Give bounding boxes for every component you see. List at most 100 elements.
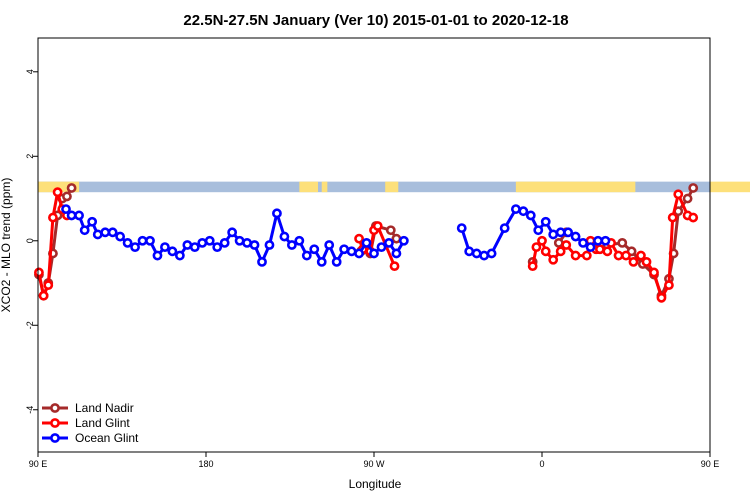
- data-point-ocean-glint: [331, 256, 342, 267]
- data-point-ocean-glint: [66, 210, 77, 221]
- data-point-ocean-glint: [361, 237, 372, 248]
- data-point-land-glint: [540, 246, 551, 257]
- data-point-land-nadir: [66, 183, 77, 193]
- data-point-land-glint: [667, 212, 678, 223]
- x-tick-label: 180: [198, 459, 213, 469]
- land-segment: [299, 181, 318, 193]
- legend-label-land-glint: Land Glint: [75, 416, 130, 430]
- data-point-ocean-glint: [555, 227, 566, 238]
- data-point-land-glint: [649, 267, 659, 278]
- y-tick-label: -2: [25, 321, 35, 329]
- data-point-land-glint: [527, 261, 538, 272]
- y-tick-label: 0: [25, 238, 35, 243]
- land-segment: [710, 181, 750, 193]
- data-point-land-glint: [548, 254, 559, 265]
- chart-title: 22.5N-27.5N January (Ver 10) 2015-01-01 …: [183, 12, 568, 29]
- data-point-ocean-glint: [87, 216, 98, 227]
- data-point-ocean-glint: [204, 235, 215, 246]
- data-point-ocean-glint: [346, 246, 357, 257]
- data-point-ocean-glint: [479, 250, 490, 261]
- data-point-ocean-glint: [518, 206, 529, 217]
- data-point-ocean-glint: [369, 248, 379, 259]
- data-point-land-glint: [641, 256, 652, 267]
- land-ocean-band: [38, 181, 750, 193]
- x-tick-label: 0: [539, 459, 544, 469]
- data-point-ocean-glint: [174, 250, 185, 261]
- data-point-ocean-glint: [309, 244, 320, 255]
- legend-label-ocean-glint: Ocean Glint: [75, 431, 139, 445]
- data-point-ocean-glint: [585, 242, 596, 253]
- data-point-land-glint: [43, 280, 54, 291]
- data-point-land-nadir: [553, 237, 564, 248]
- data-point-ocean-glint: [74, 210, 84, 221]
- data-point-ocean-glint: [242, 237, 252, 248]
- data-point-land-glint: [594, 244, 605, 255]
- series-line-ocean-glint: [64, 207, 606, 264]
- y-tick-label: 4: [25, 69, 35, 74]
- data-point-ocean-glint: [137, 235, 148, 246]
- data-point-land-glint: [613, 250, 624, 261]
- data-point-land-glint: [38, 290, 49, 301]
- data-point-ocean-glint: [398, 235, 409, 246]
- data-point-ocean-glint: [122, 237, 133, 248]
- data-point-ocean-glint: [540, 216, 551, 227]
- data-point-ocean-glint: [152, 250, 163, 261]
- y-tick-label: -4: [25, 406, 35, 414]
- x-tick-label: 90 E: [701, 459, 720, 469]
- data-point-ocean-glint: [79, 225, 90, 236]
- data-point-ocean-glint: [510, 204, 521, 214]
- data-point-ocean-glint: [219, 237, 230, 248]
- data-point-ocean-glint: [279, 231, 290, 242]
- x-tick-label: 90 W: [363, 459, 385, 469]
- data-point-ocean-glint: [324, 240, 335, 250]
- data-point-ocean-glint: [100, 227, 111, 238]
- data-point-land-glint: [673, 189, 684, 200]
- land-segment: [321, 181, 328, 193]
- data-point-land-glint: [628, 256, 639, 267]
- data-point-ocean-glint: [145, 235, 155, 246]
- data-point-ocean-glint: [563, 227, 574, 238]
- data-point-ocean-glint: [593, 235, 603, 246]
- x-tick-label: 90 E: [29, 459, 48, 469]
- ocean-band: [38, 181, 710, 193]
- data-point-ocean-glint: [257, 256, 267, 267]
- data-point-ocean-glint: [286, 240, 297, 250]
- data-point-ocean-glint: [301, 250, 312, 261]
- data-point-ocean-glint: [578, 237, 588, 248]
- data-point-ocean-glint: [570, 231, 581, 242]
- data-point-ocean-glint: [384, 237, 394, 248]
- data-point-ocean-glint: [548, 229, 559, 240]
- land-segment: [385, 181, 399, 193]
- legend-label-land-nadir: Land Nadir: [75, 401, 134, 415]
- data-point-land-glint: [602, 246, 613, 257]
- legend-marker-ocean-glint: [50, 433, 60, 443]
- data-point-land-glint: [531, 242, 542, 253]
- data-point-ocean-glint: [486, 248, 497, 259]
- data-point-land-glint: [372, 221, 383, 231]
- data-point-land-glint: [636, 250, 646, 261]
- data-point-ocean-glint: [533, 225, 544, 236]
- data-point-ocean-glint: [227, 227, 238, 238]
- data-point-land-glint: [389, 261, 400, 272]
- data-point-land-glint: [570, 250, 581, 261]
- data-point-land-glint: [621, 250, 631, 261]
- legend-marker-land-nadir: [50, 403, 60, 413]
- data-point-ocean-glint: [294, 235, 305, 246]
- land-segment: [38, 181, 80, 193]
- data-point-ocean-glint: [115, 231, 126, 242]
- data-point-land-nadir: [617, 237, 628, 248]
- data-point-land-glint: [52, 187, 63, 198]
- data-point-ocean-glint: [316, 256, 327, 267]
- data-point-ocean-glint: [167, 246, 178, 257]
- data-point-ocean-glint: [525, 210, 536, 221]
- y-tick-label: 2: [25, 154, 35, 159]
- data-point-ocean-glint: [197, 237, 208, 248]
- data-point-ocean-glint: [471, 248, 482, 259]
- data-point-ocean-glint: [600, 235, 611, 246]
- series-layer: [34, 183, 699, 303]
- legend-marker-land-glint: [50, 418, 60, 428]
- data-point-land-nadir: [688, 183, 699, 193]
- data-point-ocean-glint: [212, 242, 223, 253]
